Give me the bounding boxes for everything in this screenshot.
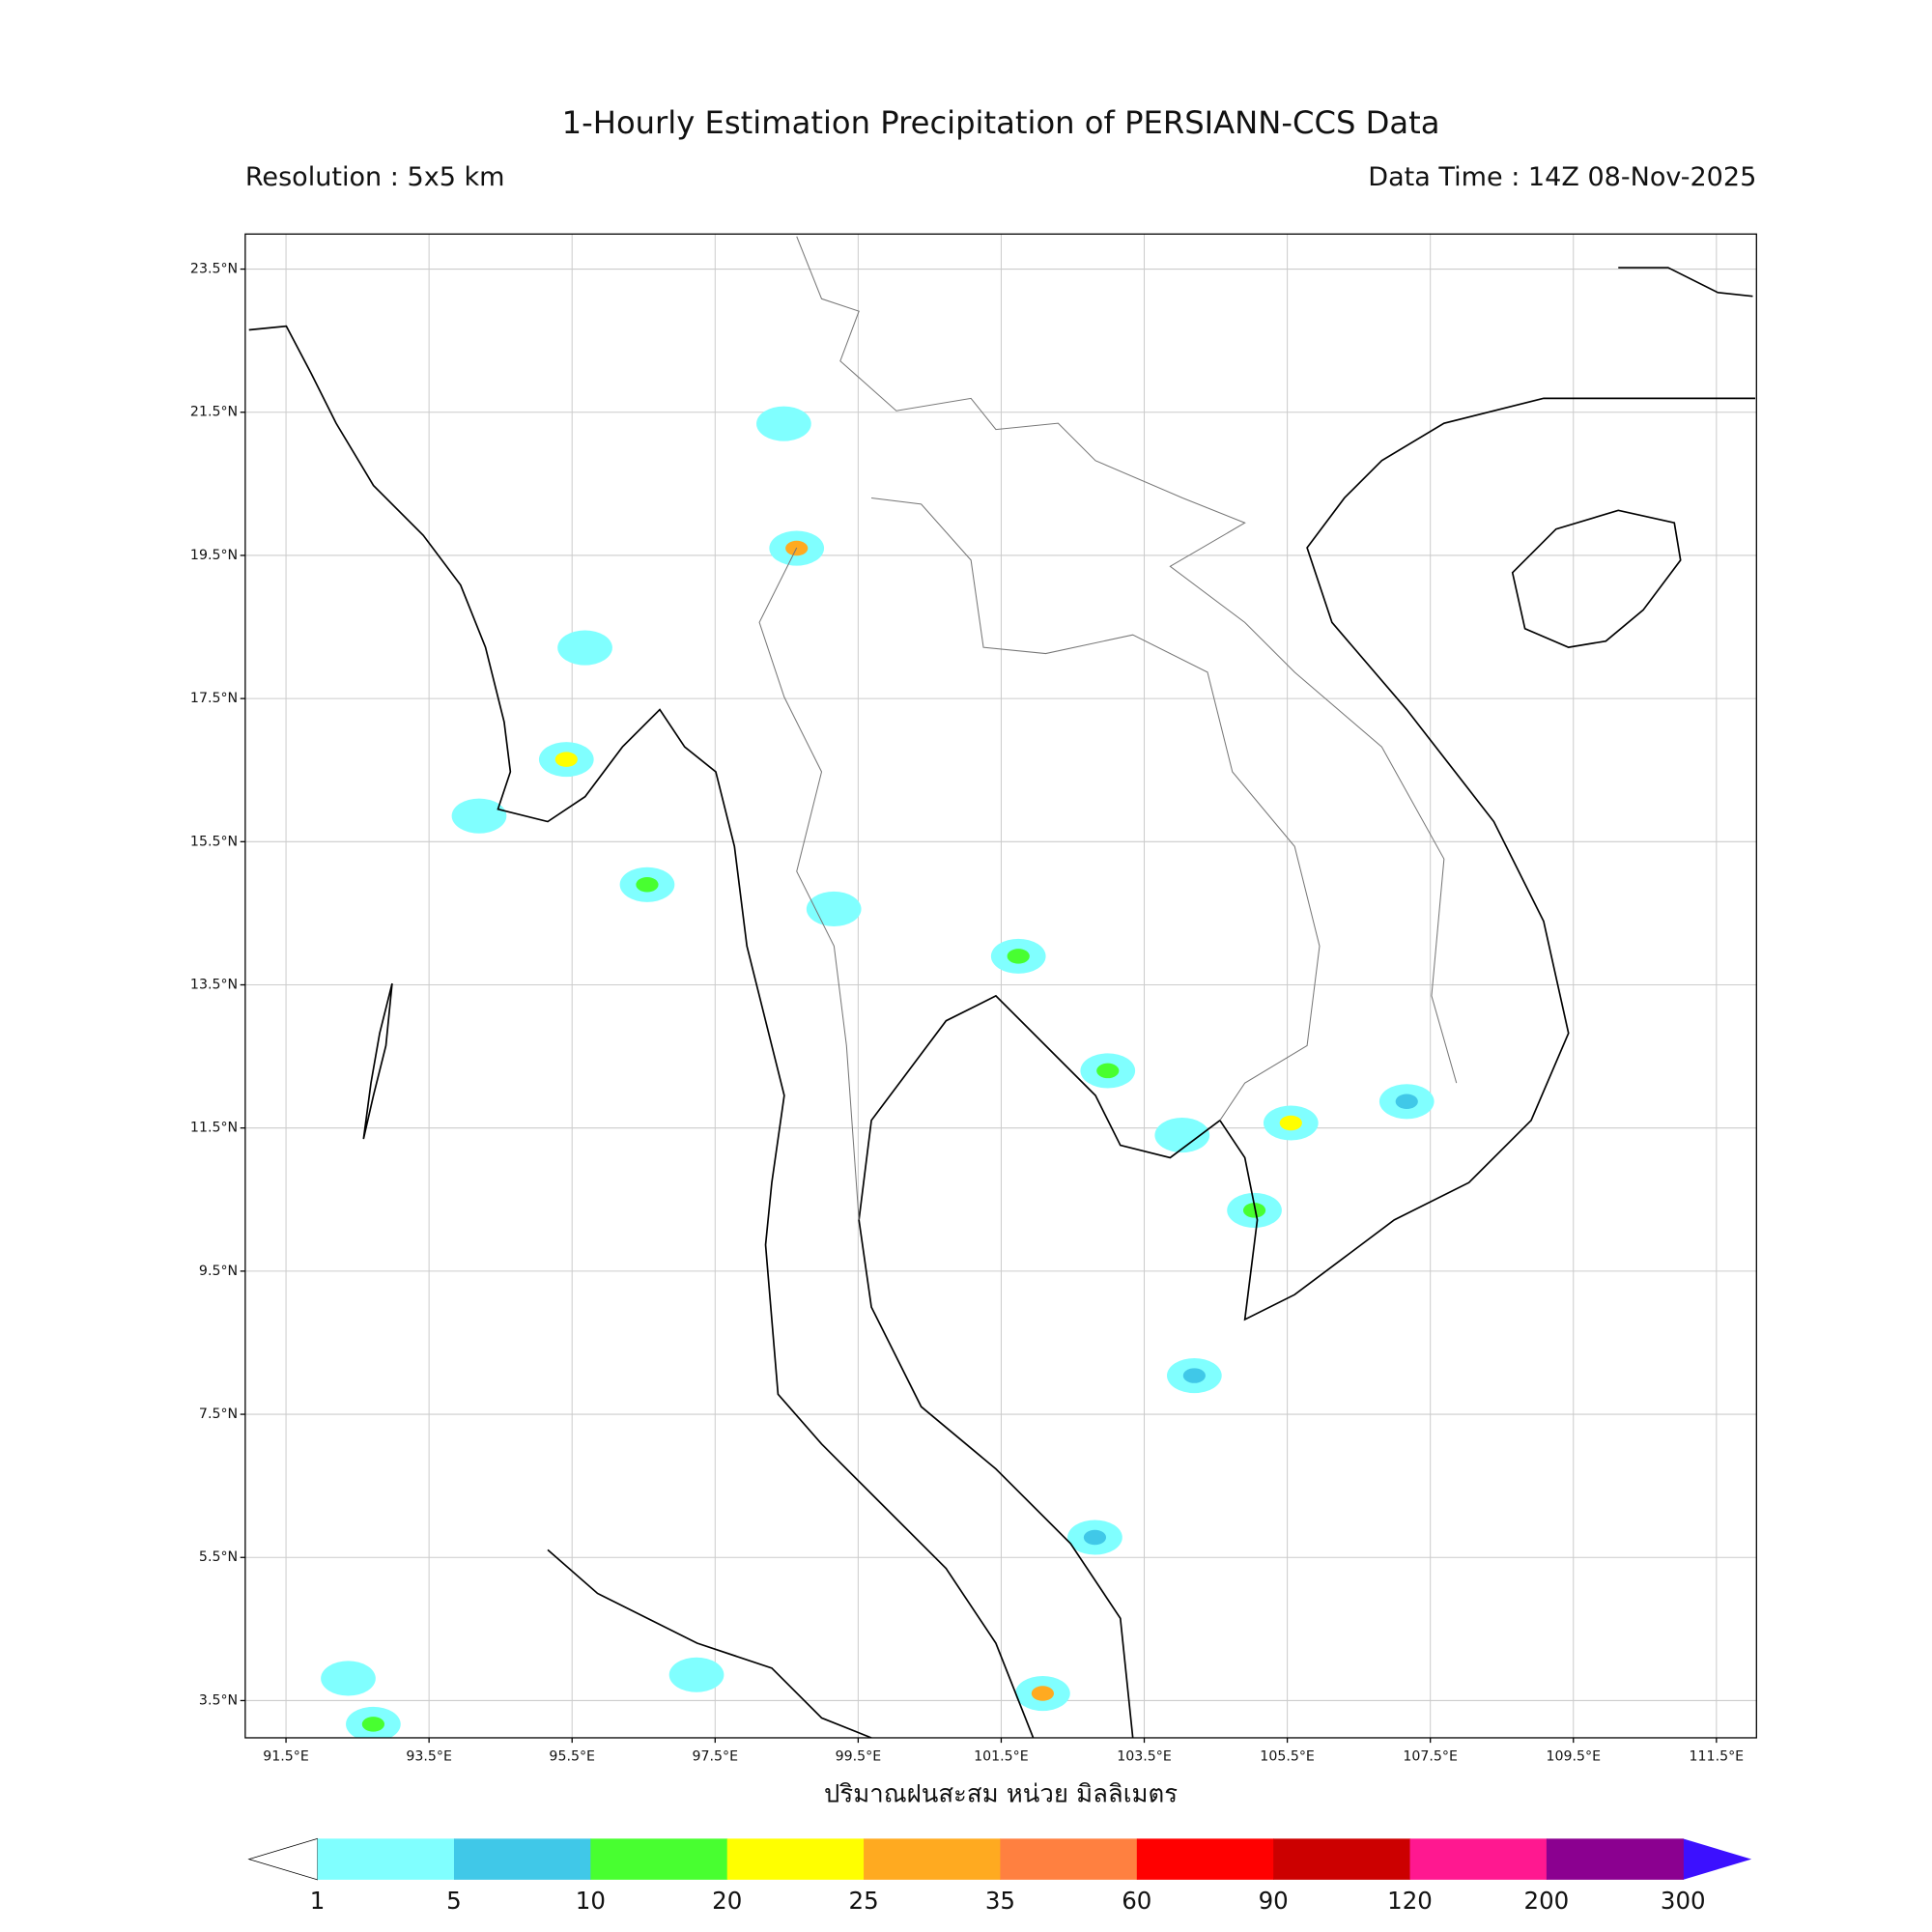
x-tick-label: 99.5°E bbox=[836, 1748, 882, 1764]
x-tick-label: 97.5°E bbox=[693, 1748, 739, 1764]
rain-cell-core bbox=[1279, 1115, 1302, 1131]
colorbar-label: 5 bbox=[446, 1887, 462, 1915]
colorbar-segment bbox=[1546, 1838, 1684, 1880]
colorbar-segment bbox=[317, 1838, 455, 1880]
x-tick-label: 105.5°E bbox=[1260, 1748, 1315, 1764]
plot-frame bbox=[244, 233, 1757, 1739]
colorbar-segment bbox=[590, 1838, 728, 1880]
rain-cell-core bbox=[468, 808, 491, 824]
y-tick-label: 21.5°N bbox=[190, 405, 238, 420]
colorbar-label: 20 bbox=[712, 1887, 742, 1915]
rain-cell-core bbox=[1031, 1686, 1054, 1701]
colorbar-segment bbox=[1000, 1838, 1138, 1880]
subtitle-left: Resolution : 5x5 km bbox=[245, 162, 505, 192]
coastline-mainland bbox=[248, 325, 1756, 1738]
grid-layer: 91.5°E 93.5°E 95.5°E 97.5°E 99.5°E 101.5°E 103… bbox=[190, 234, 1757, 1764]
colorbar-label: 35 bbox=[985, 1887, 1015, 1915]
colorbar-label: 200 bbox=[1524, 1887, 1570, 1915]
rain-cell-core bbox=[554, 752, 578, 767]
y-tick-label: 15.5°N bbox=[190, 834, 238, 849]
colorbar-label: 120 bbox=[1387, 1887, 1433, 1915]
colorbar-segment bbox=[1273, 1838, 1411, 1880]
colorbar-label: 90 bbox=[1259, 1887, 1289, 1915]
y-tick-label: 5.5°N bbox=[199, 1549, 238, 1565]
x-axis-label: ปริมาณฝนสะสม หน่วย มิลลิเมตร bbox=[824, 1780, 1178, 1809]
colorbar-label: 300 bbox=[1661, 1887, 1706, 1915]
y-tick-label: 11.5°N bbox=[190, 1121, 238, 1136]
colorbar-label: 25 bbox=[849, 1887, 879, 1915]
rain-cell-core bbox=[1242, 1203, 1266, 1218]
rain-cell-core bbox=[685, 1667, 708, 1683]
rain-cell-core bbox=[1171, 1127, 1194, 1143]
colorbar-label: 1 bbox=[310, 1887, 326, 1915]
rain-cell-core bbox=[1096, 1063, 1120, 1079]
y-tick-label: 3.5°N bbox=[199, 1692, 238, 1708]
rain-cell-core bbox=[1007, 949, 1030, 964]
coastline-sumatra bbox=[547, 1548, 872, 1738]
colorbar-segment bbox=[726, 1838, 865, 1880]
colorbar: 1 5 10 20 25 35 60 90 120 200 300 bbox=[247, 1837, 1752, 1915]
rain-cell-core bbox=[636, 877, 659, 893]
colorbar-label: 60 bbox=[1122, 1887, 1151, 1915]
rain-cell-core bbox=[336, 1670, 360, 1687]
rain-cell-core bbox=[1182, 1368, 1206, 1383]
coastlines bbox=[248, 236, 1756, 1738]
coastline-hainan bbox=[1511, 509, 1682, 648]
colorbar-label: 10 bbox=[576, 1887, 606, 1915]
x-tick-label: 91.5°E bbox=[263, 1748, 309, 1764]
x-tick-label: 93.5°E bbox=[406, 1748, 452, 1764]
x-tick-label: 111.5°E bbox=[1690, 1748, 1745, 1764]
rain-cell-core bbox=[822, 901, 845, 917]
colorbar-over bbox=[1683, 1838, 1752, 1880]
rain-cell-core bbox=[361, 1717, 384, 1732]
y-tick-label: 9.5°N bbox=[199, 1264, 238, 1279]
country-borders bbox=[758, 236, 1458, 1220]
coastline-south-china bbox=[1618, 267, 1753, 298]
x-tick-label: 95.5°E bbox=[549, 1748, 595, 1764]
colorbar-segment bbox=[453, 1838, 591, 1880]
rain-cell-core bbox=[1083, 1529, 1107, 1546]
colorbar-under bbox=[247, 1837, 318, 1881]
x-tick-label: 107.5°E bbox=[1403, 1748, 1458, 1764]
y-tick-label: 13.5°N bbox=[190, 978, 238, 993]
y-tick-label: 23.5°N bbox=[190, 262, 238, 277]
x-tick-label: 103.5°E bbox=[1117, 1748, 1172, 1764]
title: 1-Hourly Estimation Precipitation of PER… bbox=[562, 104, 1440, 141]
y-tick-label: 19.5°N bbox=[190, 548, 238, 563]
rain-cell-core bbox=[573, 639, 597, 656]
coastline-andaman bbox=[362, 982, 393, 1140]
y-tick-label: 17.5°N bbox=[190, 691, 238, 706]
x-tick-label: 109.5°E bbox=[1546, 1748, 1601, 1764]
colorbar-segment bbox=[864, 1838, 1002, 1880]
colorbar-segment bbox=[1136, 1838, 1274, 1880]
x-tick-label: 101.5°E bbox=[974, 1748, 1029, 1764]
rain-cell-core bbox=[772, 415, 795, 432]
rain-cell-core bbox=[1395, 1094, 1418, 1110]
colorbar-segment bbox=[1409, 1838, 1548, 1880]
subtitle-right: Data Time : 14Z 08-Nov-2025 bbox=[1368, 162, 1756, 192]
rain-layer bbox=[321, 406, 1435, 1738]
y-tick-label: 7.5°N bbox=[199, 1406, 238, 1422]
